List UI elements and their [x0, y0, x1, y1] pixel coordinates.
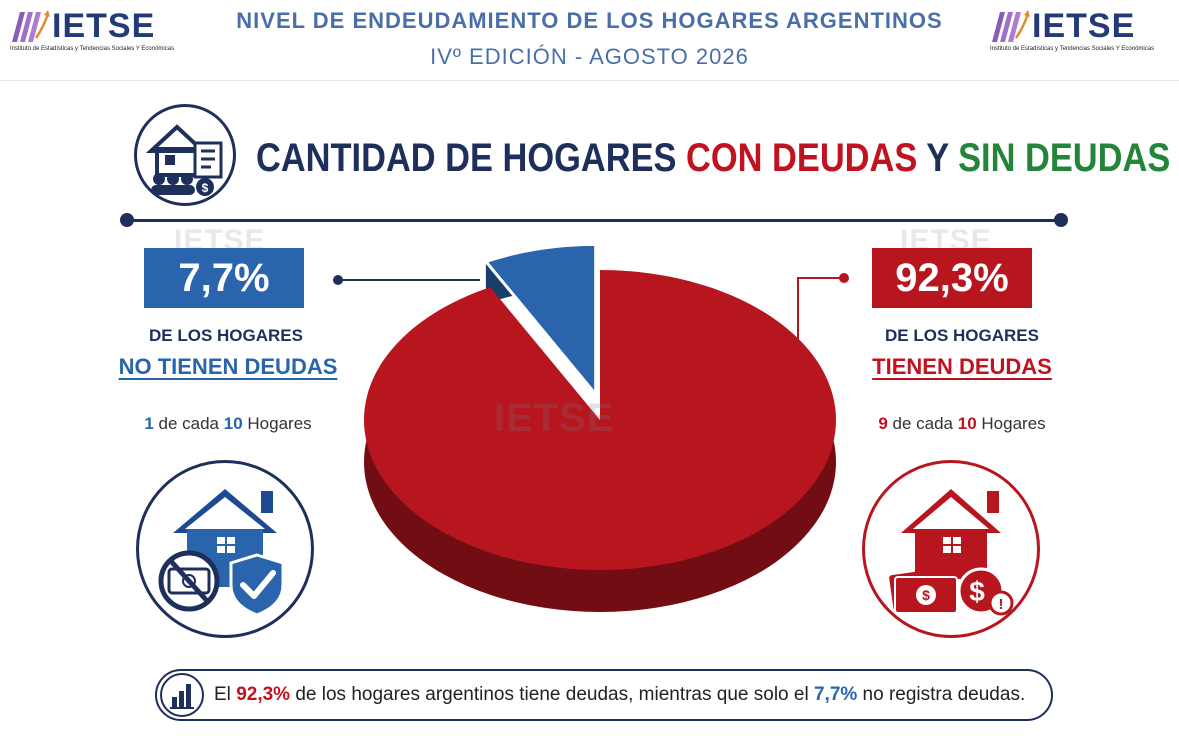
- summary-part: El: [214, 684, 237, 705]
- household-debt-icon: $: [134, 104, 236, 206]
- svg-text:!: !: [999, 596, 1004, 613]
- summary-no-debt-value: 7,7%: [813, 684, 858, 705]
- no-debt-percent: 7,7%: [144, 248, 304, 308]
- with-debt-label-line2: TIENEN DEUDAS: [872, 354, 1052, 379]
- ratio-total: 10: [957, 414, 977, 433]
- divider-dot-right: [1054, 213, 1068, 227]
- watermark: IETSE: [494, 396, 615, 440]
- summary-text: El 92,3% de los hogares argentinos tiene…: [214, 684, 1025, 706]
- debt-pie-chart: [333, 242, 849, 612]
- logo-wordmark: IETSE: [52, 7, 156, 45]
- title-divider: [126, 219, 1061, 222]
- logo-wordmark: IETSE: [1032, 7, 1136, 45]
- ratio-text: de cada: [887, 414, 958, 433]
- ratio-value: 1: [144, 414, 154, 433]
- report-title: NIVEL DE ENDEUDAMIENTO DE LOS HOGARES AR…: [236, 8, 943, 33]
- with-debt-percent: 92,3%: [872, 248, 1032, 308]
- with-debt-ratio: 9 de cada 10 Hogares: [812, 414, 1112, 434]
- summary-with-debt-value: 92,3%: [236, 684, 291, 705]
- ratio-text: Hogares: [976, 414, 1046, 433]
- summary-banner: [155, 669, 1053, 721]
- pie-slice-no-debt: [483, 242, 598, 399]
- divider-dot-left: [120, 213, 134, 227]
- no-debt-label-line2: NO TIENEN DEUDAS: [118, 354, 338, 379]
- no-debt-label-line1: DE LOS HOGARES: [149, 326, 303, 345]
- report-edition: IVº EDICIÓN - AGOSTO 2026: [430, 44, 749, 69]
- main-title: CANTIDAD DE HOGARES CON DEUDAS Y SIN DEU…: [256, 136, 1170, 181]
- logo-subtitle: Instituto de Estadísticas y Tendencias S…: [10, 46, 175, 52]
- title-part-with-debt: CON DEUDAS: [686, 136, 918, 180]
- ratio-text: de cada: [153, 414, 224, 433]
- connector-with-debt-dot: [839, 273, 849, 283]
- logo-subtitle: Instituto de Estadísticas y Tendencias S…: [990, 46, 1155, 52]
- pie-slice-with-debt: [363, 270, 836, 570]
- summary-part: no registra deudas.: [857, 684, 1026, 705]
- house-protected-icon: [136, 460, 314, 638]
- ratio-text: Hogares: [242, 414, 312, 433]
- no-debt-ratio: 1 de cada 10 Hogares: [78, 414, 378, 434]
- title-part-and: Y: [917, 136, 959, 180]
- house-debt-icon: $ $ !: [862, 460, 1040, 638]
- svg-text:$: $: [202, 181, 209, 195]
- header-logo-left: IETSE Instituto de Estadísticas y Tenden…: [10, 7, 174, 52]
- title-part-households: CANTIDAD DE HOGARES: [256, 136, 687, 180]
- bar-chart-icon: [160, 673, 204, 717]
- ratio-total: 10: [223, 414, 243, 433]
- ratio-value: 9: [878, 414, 888, 433]
- ietse-logo-icon: [992, 10, 1030, 42]
- connector-no-debt-dot: [333, 275, 343, 285]
- ietse-logo-icon: [12, 10, 50, 42]
- with-debt-label-line1: DE LOS HOGARES: [885, 326, 1039, 345]
- summary-part: de los hogares argentinos tiene deudas, …: [290, 684, 814, 705]
- header-divider: [0, 80, 1179, 81]
- title-part-without-debt: SIN DEUDAS: [958, 136, 1171, 180]
- header-logo-right: IETSE Instituto de Estadísticas y Tenden…: [990, 7, 1154, 52]
- svg-text:$: $: [969, 576, 985, 607]
- svg-text:$: $: [922, 587, 930, 603]
